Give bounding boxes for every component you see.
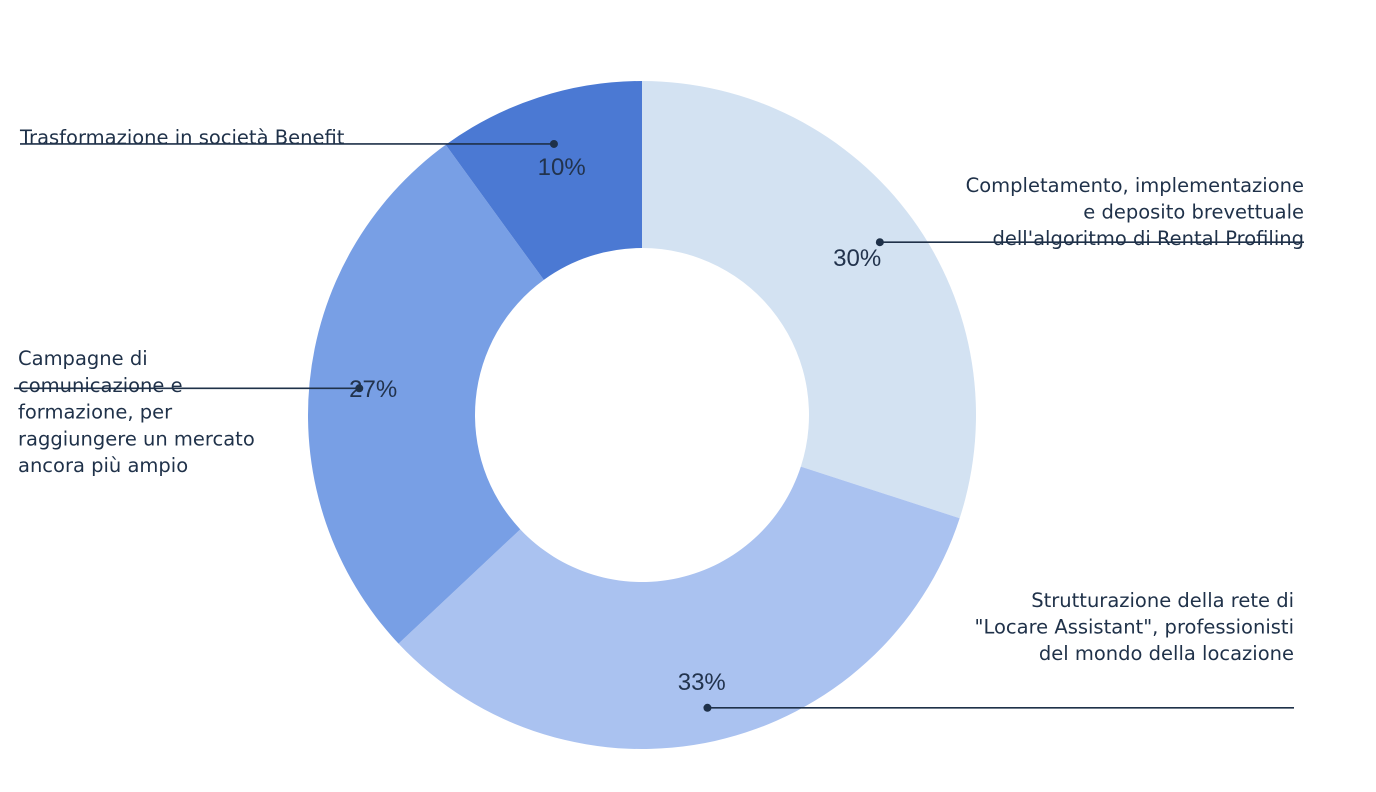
slice-category-label: Completamento, implementazione e deposito… — [966, 174, 1304, 250]
slice-percentage-label: 10% — [538, 154, 586, 181]
slice-percentage-label: 30% — [833, 245, 881, 272]
slice-percentage-label: 33% — [678, 669, 726, 696]
donut-slice — [398, 466, 960, 750]
donut-slice — [642, 81, 976, 519]
donut-slices — [308, 81, 976, 750]
donut-slice — [445, 81, 642, 280]
slice-category-label: Trasformazione in società Benefit — [19, 126, 345, 149]
slice-category-label: Campagne di comunicazione e formazione, pe… — [18, 347, 255, 477]
percentage-labels: 30%33%27%10% — [349, 154, 881, 696]
slice-category-label: Strutturazione della rete di "Locare Assi… — [974, 589, 1294, 665]
callout-labels: Completamento, implementazione e deposito… — [14, 126, 1304, 712]
donut-slice — [308, 144, 544, 644]
